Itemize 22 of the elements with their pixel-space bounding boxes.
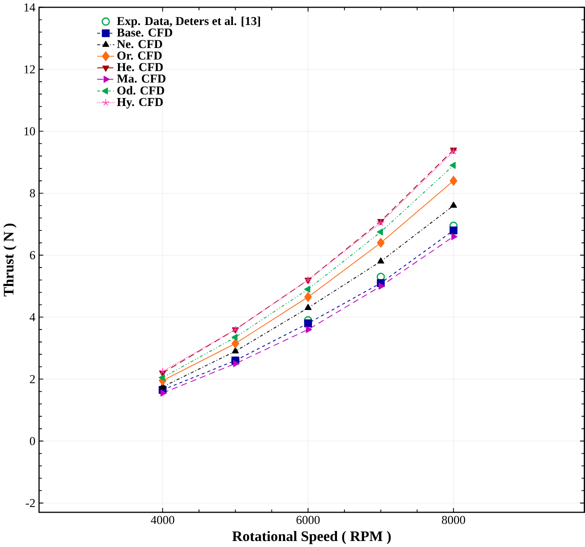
y-tick-label: 0	[30, 436, 35, 445]
legend-label: Ne. CFD	[117, 40, 162, 48]
x-tick-label: 4000	[150, 516, 174, 524]
y-tick-label: 6	[30, 250, 36, 260]
x-axis-title: Rotational Speed ( RPM )	[232, 530, 391, 544]
y-tick-label: -2	[26, 498, 35, 507]
y-tick-label: 2	[30, 374, 35, 383]
y-tick-label: 8	[30, 188, 35, 198]
x-tick-label: 6000	[296, 516, 320, 524]
x-tick-label: 8000	[442, 516, 466, 524]
legend-label: He. CFD	[116, 62, 163, 71]
y-tick-label: 10	[24, 126, 35, 136]
y-tick-label: 14	[24, 3, 36, 12]
legend-label: Ma. CFD	[116, 74, 166, 83]
legend-label: Exp. Data, Deters et al. [13]	[116, 16, 260, 28]
y-axis-title: Thrust ( N )	[3, 223, 16, 296]
legend-label: Hy. CFD	[116, 98, 163, 108]
legend-label: Base. CFD	[116, 28, 172, 36]
y-tick-label: 12	[24, 65, 35, 74]
legend-label: Od. CFD	[117, 86, 164, 94]
y-tick-label: 4	[30, 312, 36, 321]
legend-label: Or. CFD	[117, 51, 162, 60]
